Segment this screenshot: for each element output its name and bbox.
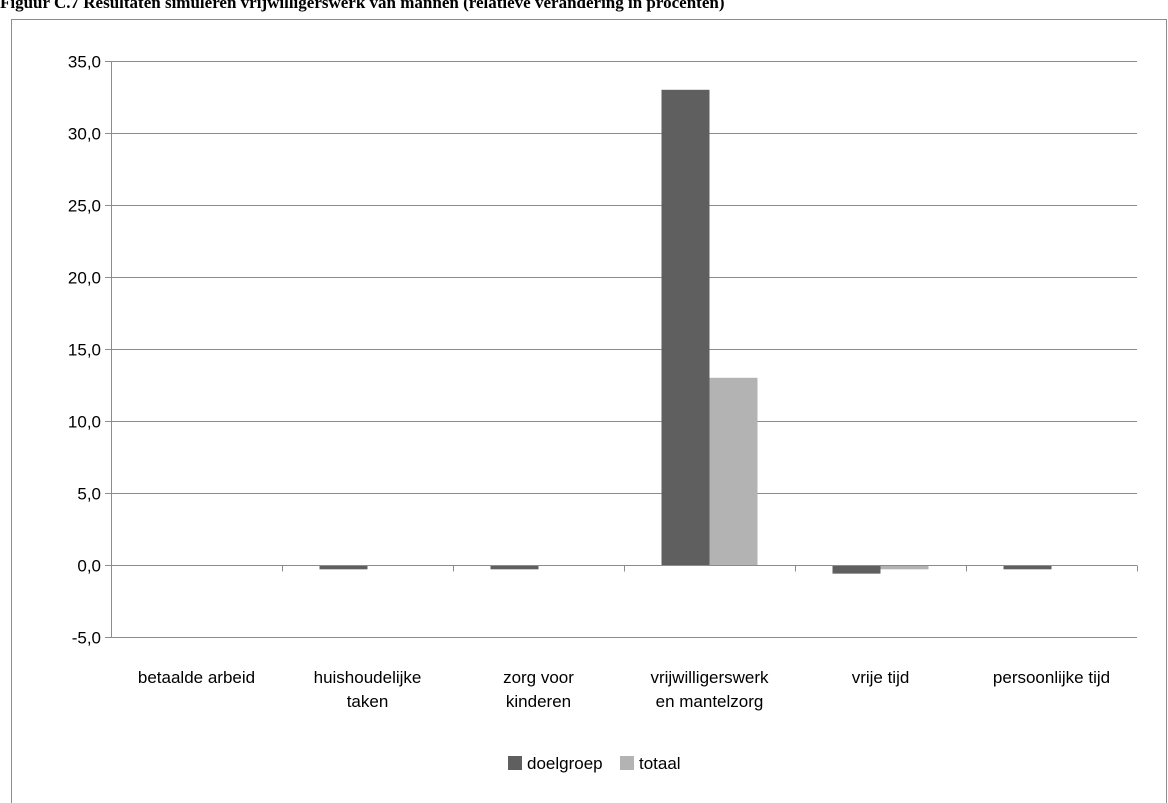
y-tick-label: -5,0	[72, 629, 101, 648]
legend-swatch-totaal	[620, 756, 634, 770]
y-tick-label: 15,0	[68, 341, 101, 360]
bar-doelgroep	[661, 89, 710, 566]
y-tick-label: 30,0	[68, 125, 101, 144]
x-category-label: betaalde arbeid	[138, 668, 255, 687]
y-tick-label: 35,0	[68, 53, 101, 72]
y-tick-label: 5,0	[77, 485, 101, 504]
x-category-label: vrije tijd	[852, 668, 910, 687]
x-axis	[111, 61, 1138, 637]
bar-doelgroep	[490, 565, 539, 570]
bar-doelgroep	[319, 565, 368, 570]
bar-doelgroep	[1003, 565, 1052, 570]
x-category-label: zorg voor kinderen	[503, 668, 574, 711]
bar-totaal	[709, 377, 758, 565]
chart-frame	[11, 19, 1167, 803]
legend-label-totaal: totaal	[639, 754, 681, 773]
x-category-label: huishoudelijke taken	[314, 668, 422, 711]
y-tick-label: 0,0	[77, 557, 101, 576]
bar-doelgroep	[832, 565, 881, 574]
figure-title: Figuur C.7 Resultaten simuleren vrijwill…	[0, 0, 725, 12]
bar-totaal	[880, 565, 929, 570]
x-category-label: vrijwilligerswerk en mantelzorg	[650, 668, 769, 711]
legend: doelgroep totaal	[508, 754, 681, 773]
bars	[319, 89, 1052, 574]
y-tick-label: 25,0	[68, 197, 101, 216]
gridlines	[105, 61, 1137, 638]
x-category-label: persoonlijke tijd	[993, 668, 1110, 687]
y-tick-label: 10,0	[68, 413, 101, 432]
x-axis-category-labels: betaalde arbeid huishoudelijke taken zorg v…	[138, 668, 1110, 711]
legend-swatch-doelgroep	[508, 756, 522, 770]
legend-label-doelgroep: doelgroep	[527, 754, 603, 773]
y-axis-tick-labels: -5,0 0,0 5,0 10,0 15,0 20,0 25,0 30,0 35,0	[68, 53, 101, 648]
y-tick-label: 20,0	[68, 269, 101, 288]
